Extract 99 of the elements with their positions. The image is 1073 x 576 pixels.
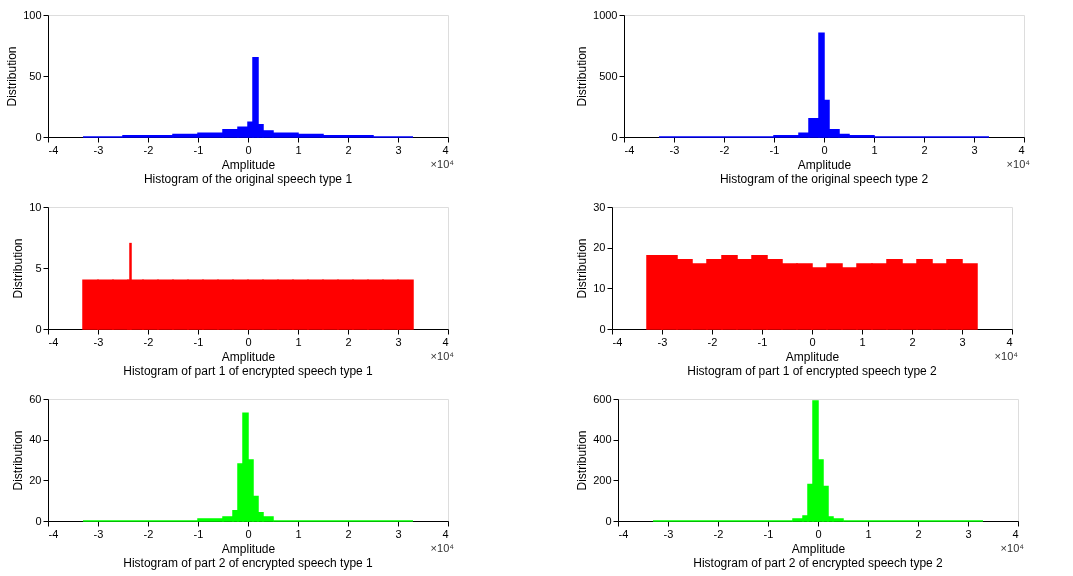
x-tick-label: -2: [143, 527, 154, 540]
x-tick-label: -2: [143, 143, 154, 156]
y-tick-label: 1000: [593, 8, 618, 21]
text: Histogram of part 2 of encrypted speech type 1: [123, 556, 374, 570]
y-tick-label: 100: [23, 8, 42, 21]
x-tick-label: -3: [657, 335, 668, 348]
text: Histogram of part 1 of encrypted speech type 2: [687, 364, 938, 378]
x-tick-label: -4: [612, 335, 623, 348]
x-tick-label: 0: [245, 143, 252, 156]
x-tick-label: -4: [624, 143, 635, 156]
y-axis-title: Distribution: [5, 46, 20, 107]
x-tick-label: -3: [669, 143, 680, 156]
x-axis-title: Amplitude: [797, 157, 852, 172]
y-tick-label: 10: [29, 200, 42, 213]
y-axis-title: Distribution: [575, 46, 590, 107]
x-tick-label: 3: [395, 527, 402, 540]
y-tick-label: 500: [599, 69, 618, 82]
x-tick-label: -1: [769, 143, 780, 156]
y-tick-label: 400: [593, 433, 612, 446]
y-tick-label: 0: [611, 130, 618, 143]
x-tick-label: 1: [295, 527, 302, 540]
x-tick-label: -1: [763, 527, 774, 540]
x-tick-label: 4: [1018, 143, 1025, 156]
x-tick-label: 4: [442, 335, 449, 348]
x-tick-label: 0: [245, 527, 252, 540]
x-tick-label: -1: [193, 143, 204, 156]
text: ×10⁴: [994, 350, 1019, 362]
x-tick-label: 1: [295, 143, 302, 156]
x-tick-label: -1: [193, 527, 204, 540]
x-tick-label: -2: [707, 335, 718, 348]
text: ×10⁴: [1006, 158, 1031, 170]
text: ×10⁴: [430, 158, 455, 170]
x-tick-label: 4: [1012, 527, 1019, 540]
y-tick-label: 600: [593, 392, 612, 405]
x-tick-label: 0: [809, 335, 816, 348]
x-tick-label: 2: [909, 335, 916, 348]
y-axis-title: Distribution: [575, 430, 590, 491]
y-tick-label: 60: [29, 392, 42, 405]
x-tick-label: 1: [859, 335, 866, 348]
x-tick-label: -1: [193, 335, 204, 348]
y-tick-label: 30: [593, 200, 606, 213]
x-tick-label: -4: [618, 527, 629, 540]
text: Histogram of the original speech type 1: [143, 172, 353, 186]
x-tick-label: 2: [915, 527, 922, 540]
x-axis-title: Amplitude: [221, 157, 276, 172]
text: Histogram of part 2 of encrypted speech type 2: [693, 556, 944, 570]
text: ×10⁴: [430, 350, 455, 362]
x-tick-label: -4: [48, 335, 59, 348]
x-tick-label: -2: [713, 527, 724, 540]
x-axis-title: Amplitude: [785, 349, 840, 364]
text: Histogram of part 1 of encrypted speech type 1: [123, 364, 374, 378]
x-tick-label: 3: [395, 335, 402, 348]
x-tick-label: -3: [93, 143, 104, 156]
x-tick-label: 2: [921, 143, 928, 156]
x-tick-label: 4: [1006, 335, 1013, 348]
x-axis-title: Amplitude: [221, 541, 276, 556]
x-tick-label: 0: [821, 143, 828, 156]
x-tick-label: -2: [719, 143, 730, 156]
x-tick-label: 1: [871, 143, 878, 156]
y-tick-label: 40: [29, 433, 42, 446]
x-tick-label: 2: [345, 335, 352, 348]
y-tick-label: 200: [593, 473, 612, 486]
y-tick-label: 0: [35, 514, 42, 527]
y-axis-title: Distribution: [11, 238, 26, 299]
x-tick-label: -3: [93, 527, 104, 540]
y-tick-label: 0: [605, 514, 612, 527]
y-tick-label: 0: [35, 130, 42, 143]
x-tick-label: -3: [663, 527, 674, 540]
y-axis-title: Distribution: [11, 430, 26, 491]
x-tick-label: 4: [442, 143, 449, 156]
x-tick-label: 3: [395, 143, 402, 156]
x-tick-label: 1: [865, 527, 872, 540]
text: Histogram of the original speech type 2: [719, 172, 929, 186]
x-tick-label: -3: [93, 335, 104, 348]
y-tick-label: 20: [29, 473, 42, 486]
y-tick-label: 20: [593, 241, 606, 254]
y-axis-title: Distribution: [575, 238, 590, 299]
text: ×10⁴: [1000, 542, 1025, 554]
y-tick-label: 5: [35, 261, 42, 274]
x-tick-label: 4: [442, 527, 449, 540]
x-tick-label: 2: [345, 143, 352, 156]
x-tick-label: -1: [757, 335, 768, 348]
x-tick-label: 3: [965, 527, 972, 540]
x-tick-label: -4: [48, 143, 59, 156]
x-tick-label: 0: [815, 527, 822, 540]
x-tick-label: -4: [48, 527, 59, 540]
x-axis-title: Amplitude: [791, 541, 846, 556]
x-tick-label: 2: [345, 527, 352, 540]
y-tick-label: 0: [35, 322, 42, 335]
y-tick-label: 50: [29, 69, 42, 82]
y-tick-label: 10: [593, 281, 606, 294]
x-tick-label: 3: [959, 335, 966, 348]
y-tick-label: 0: [599, 322, 606, 335]
x-tick-label: 1: [295, 335, 302, 348]
x-tick-label: 0: [245, 335, 252, 348]
x-tick-label: 3: [971, 143, 978, 156]
x-tick-label: -2: [143, 335, 154, 348]
text: ×10⁴: [430, 542, 455, 554]
x-axis-title: Amplitude: [221, 349, 276, 364]
